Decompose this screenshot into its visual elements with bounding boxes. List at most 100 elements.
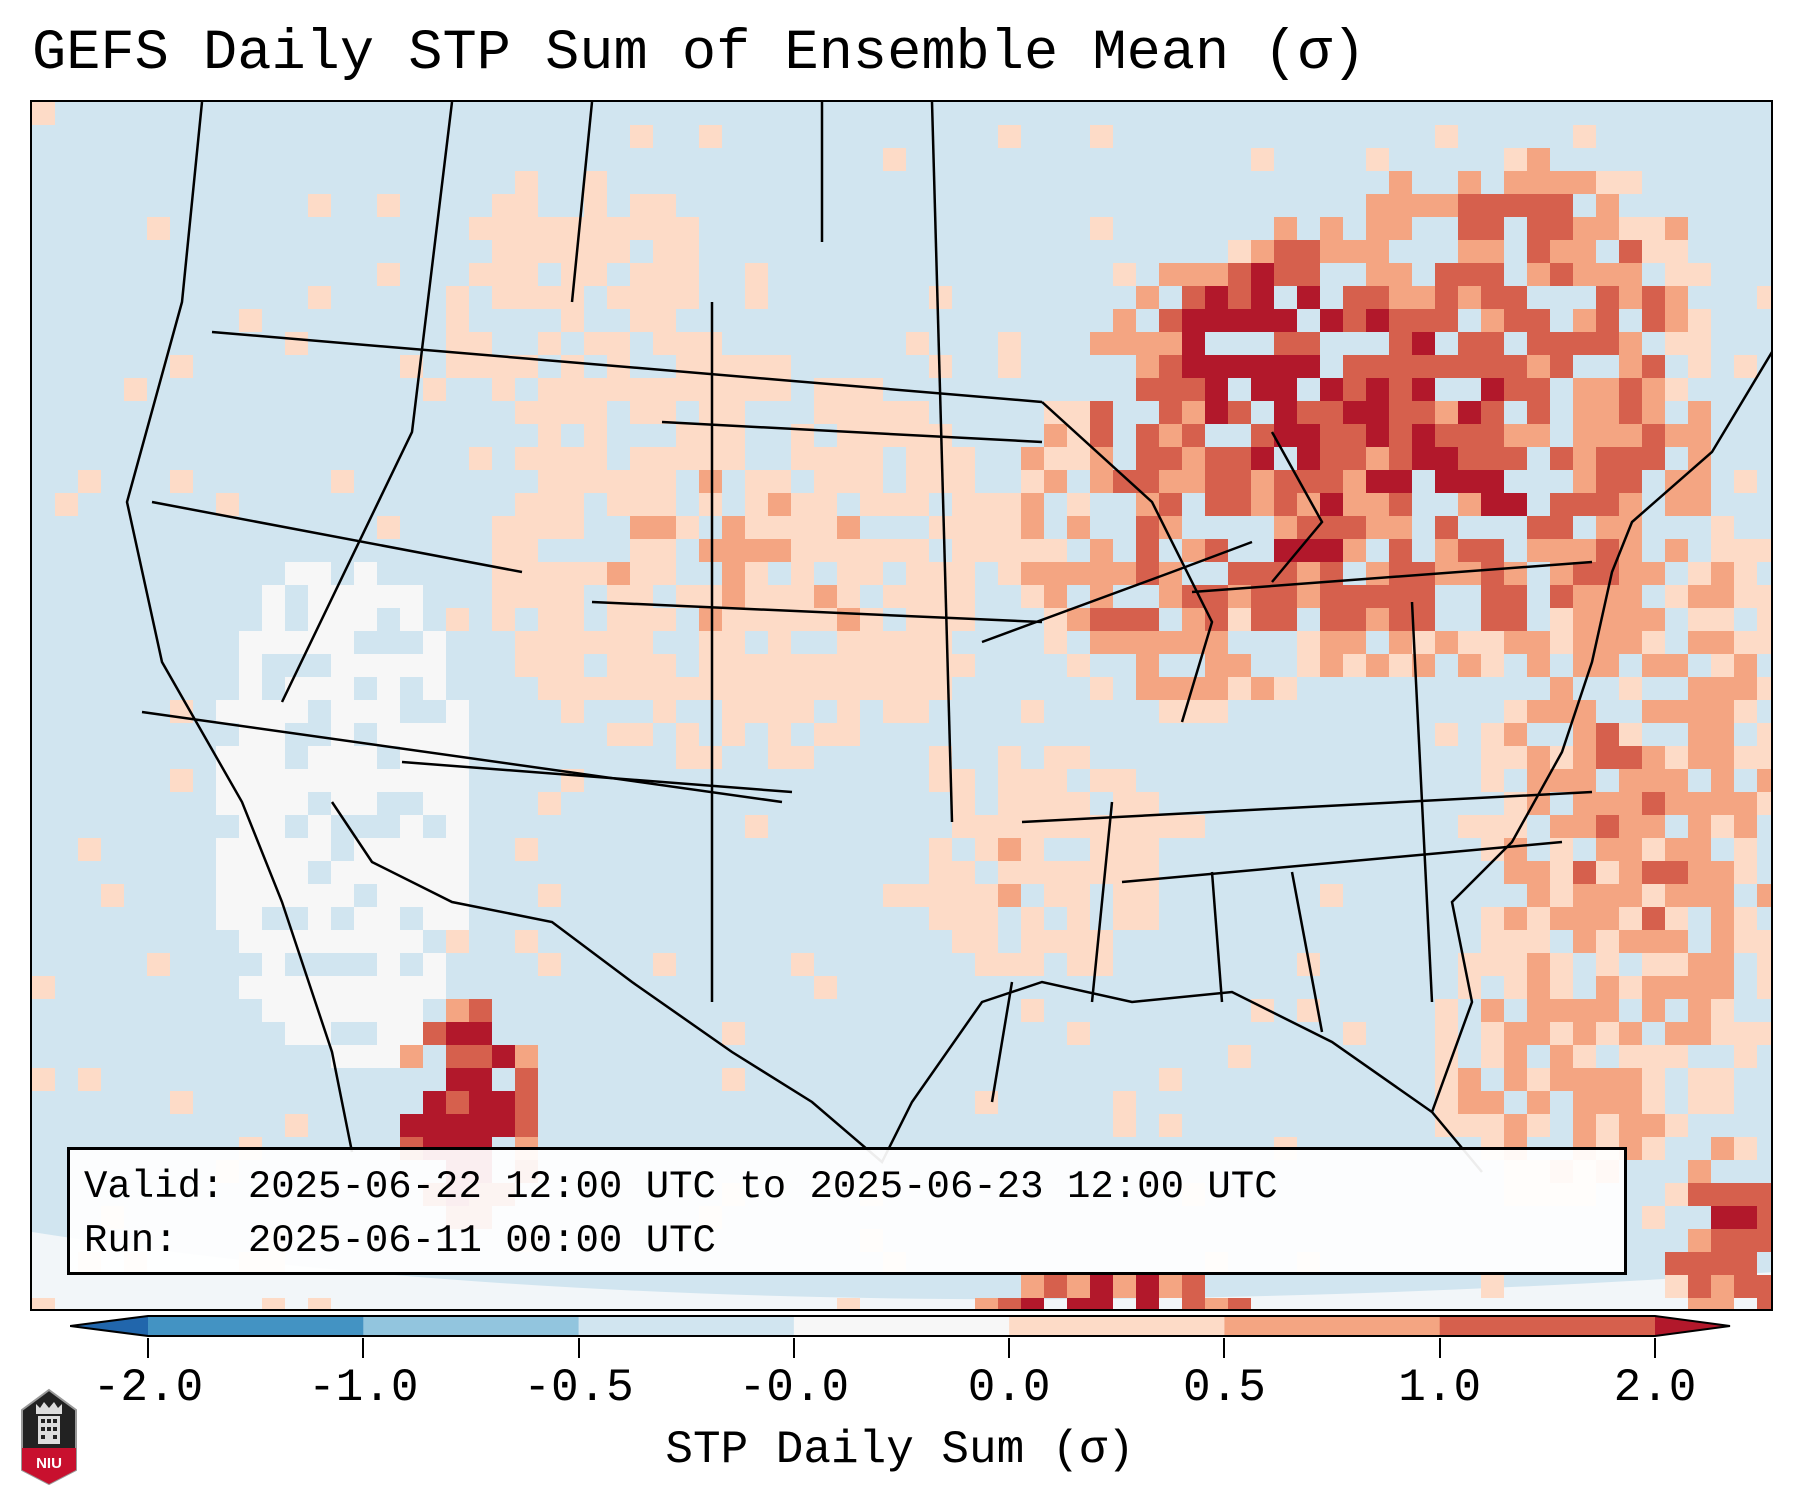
stp-cell [1481, 447, 1504, 470]
stp-cell [1297, 585, 1320, 608]
stp-cell [1619, 1068, 1642, 1091]
stp-cell [1136, 677, 1159, 700]
stp-cell [1527, 976, 1550, 999]
stp-cell [515, 930, 538, 953]
stp-cell [469, 447, 492, 470]
stp-cell [1550, 562, 1573, 585]
stp-cell [1458, 194, 1481, 217]
stp-cell [1136, 815, 1159, 838]
stp-cell [837, 562, 860, 585]
stp-cell [1389, 171, 1412, 194]
stp-cell [1665, 539, 1688, 562]
stp-cell [1182, 608, 1205, 631]
stp-cell [1596, 907, 1619, 930]
stp-cell [308, 930, 331, 953]
stp-cell [515, 355, 538, 378]
stp-cell [1642, 447, 1665, 470]
stp-cell [745, 286, 768, 309]
stp-cell [1734, 930, 1757, 953]
stp-cell [699, 746, 722, 769]
stp-cell [975, 838, 998, 861]
stp-cell [170, 1091, 193, 1114]
stp-cell [1366, 585, 1389, 608]
stp-cell [1642, 424, 1665, 447]
stp-cell [262, 631, 285, 654]
stp-cell [952, 562, 975, 585]
stp-cell [1757, 1229, 1771, 1252]
stp-cell [1021, 470, 1044, 493]
stp-cell [1596, 1022, 1619, 1045]
stp-cell [837, 1298, 860, 1309]
stp-cell [1205, 447, 1228, 470]
stp-cell [1366, 240, 1389, 263]
stp-cell [285, 769, 308, 792]
stp-cell [377, 953, 400, 976]
stp-cell [1389, 424, 1412, 447]
stp-cell [1228, 286, 1251, 309]
stp-cell [929, 516, 952, 539]
stp-cell [1205, 378, 1228, 401]
stp-cell [1090, 815, 1113, 838]
stp-cell [1573, 401, 1596, 424]
stp-cell [1757, 792, 1771, 815]
stp-cell [515, 585, 538, 608]
stp-cell [1734, 470, 1757, 493]
stp-cell [1389, 631, 1412, 654]
stp-cell [1412, 355, 1435, 378]
stp-cell [653, 470, 676, 493]
stp-cell [1573, 585, 1596, 608]
stp-cell [1067, 447, 1090, 470]
stp-cell [814, 723, 837, 746]
stp-cell [722, 539, 745, 562]
stp-cell [791, 447, 814, 470]
stp-cell [1688, 999, 1711, 1022]
stp-cell [1619, 792, 1642, 815]
stp-cell [630, 654, 653, 677]
stp-cell [1596, 815, 1619, 838]
stp-cell [1504, 608, 1527, 631]
stp-cell [1688, 447, 1711, 470]
niu-logo: NIU [21, 1388, 77, 1486]
stp-cell [446, 1068, 469, 1091]
stp-cell [1757, 1275, 1771, 1298]
stp-cell [1481, 286, 1504, 309]
stp-cell [1343, 355, 1366, 378]
stp-cell [1320, 539, 1343, 562]
stp-cell [1389, 309, 1412, 332]
stp-cell [1297, 447, 1320, 470]
stp-cell [998, 792, 1021, 815]
colorbar-tick-label: -0.5 [523, 1362, 634, 1414]
stp-cell [1688, 1022, 1711, 1045]
stp-cell [1711, 1252, 1734, 1275]
stp-cell [308, 838, 331, 861]
stp-cell [1366, 493, 1389, 516]
stp-cell [630, 493, 653, 516]
stp-cell [1619, 539, 1642, 562]
boundary-line [570, 102, 594, 303]
stp-cell [1596, 723, 1619, 746]
stp-cell [1481, 999, 1504, 1022]
stp-cell [1504, 907, 1527, 930]
stp-cell [584, 401, 607, 424]
stp-cell [791, 677, 814, 700]
stp-cell [837, 585, 860, 608]
stp-cell [1734, 700, 1757, 723]
stp-cell [78, 838, 101, 861]
stp-cell [653, 194, 676, 217]
stp-cell [423, 907, 446, 930]
stp-cell [1159, 470, 1182, 493]
stp-cell [883, 884, 906, 907]
stp-cell [975, 539, 998, 562]
stp-cell [1044, 470, 1067, 493]
stp-cell [285, 838, 308, 861]
stp-cell [975, 884, 998, 907]
stp-cell [308, 815, 331, 838]
stp-cell [1021, 953, 1044, 976]
stp-cell [1573, 447, 1596, 470]
stp-cell [952, 861, 975, 884]
stp-cell [584, 263, 607, 286]
stp-cell [1665, 700, 1688, 723]
stp-cell [538, 884, 561, 907]
stp-cell [745, 677, 768, 700]
stp-cell [1734, 1206, 1757, 1229]
